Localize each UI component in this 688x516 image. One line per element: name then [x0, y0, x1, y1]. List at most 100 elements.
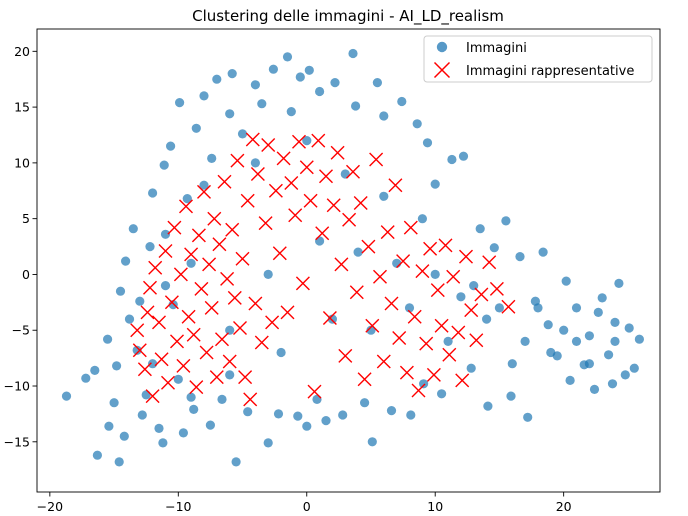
- point-immagini-1: [81, 373, 91, 383]
- point-rappresentative-42: [245, 132, 260, 147]
- point-rappresentative-48: [265, 315, 280, 330]
- point-immagini-72: [466, 363, 476, 373]
- point-rappresentative-96: [451, 325, 466, 340]
- point-rappresentative-10: [161, 375, 175, 390]
- point-rappresentative-57: [299, 160, 314, 175]
- point-rappresentative-55: [292, 134, 306, 149]
- point-immagini-15: [141, 390, 151, 400]
- point-immagini-78: [515, 252, 525, 262]
- point-rappresentative-0: [130, 323, 145, 338]
- point-rappresentative-73: [361, 239, 376, 254]
- point-rappresentative-79: [384, 296, 399, 311]
- point-rappresentative-16: [179, 199, 193, 214]
- point-rappresentative-90: [426, 367, 441, 382]
- point-immagini-52: [315, 86, 325, 97]
- point-rappresentative-43: [248, 296, 263, 311]
- point-rappresentative-98: [459, 249, 473, 264]
- point-immagini-56: [348, 48, 358, 59]
- point-immagini-22: [166, 141, 176, 151]
- point-immagini-41: [257, 99, 267, 109]
- point-immagini-37: [231, 457, 241, 467]
- point-immagini-7: [112, 361, 122, 371]
- point-rappresentative-97: [455, 373, 470, 388]
- point-rappresentative-93: [438, 238, 453, 253]
- point-rappresentative-95: [446, 269, 461, 284]
- point-immagini-100: [90, 365, 100, 375]
- point-rappresentative-91: [430, 283, 445, 298]
- legend-box: [423, 35, 653, 83]
- point-immagini-130: [430, 269, 440, 279]
- y-tick-label: 0: [22, 267, 30, 282]
- point-immagini-43: [268, 64, 278, 74]
- point-rappresentative-15: [176, 358, 191, 373]
- point-rappresentative-75: [369, 152, 384, 167]
- point-rappresentative-26: [204, 300, 219, 315]
- point-immagini-106: [366, 325, 376, 335]
- point-rappresentative-67: [338, 348, 353, 363]
- point-immagini-65: [412, 119, 422, 129]
- point-rappresentative-83: [399, 365, 414, 380]
- point-rappresentative-51: [276, 151, 291, 166]
- point-immagini-19: [158, 438, 168, 448]
- point-rappresentative-61: [315, 226, 330, 241]
- point-immagini-113: [533, 303, 543, 313]
- point-immagini-30: [199, 91, 209, 101]
- point-immagini-12: [128, 224, 138, 234]
- point-immagini-28: [189, 404, 199, 414]
- point-immagini-59: [367, 437, 377, 447]
- point-rappresentative-14: [173, 267, 188, 282]
- point-rappresentative-22: [194, 281, 209, 296]
- point-immagini-32: [207, 153, 217, 163]
- point-rappresentative-29: [212, 237, 227, 252]
- point-immagini-21: [160, 229, 171, 239]
- point-immagini-84: [561, 276, 571, 286]
- point-immagini-33: [212, 74, 222, 84]
- point-rappresentative-81: [392, 331, 407, 345]
- point-immagini-64: [406, 410, 416, 420]
- point-immagini-34: [217, 394, 227, 404]
- point-immagini-77: [506, 391, 516, 401]
- point-immagini-0: [61, 391, 72, 401]
- point-rappresentative-5: [145, 389, 160, 404]
- point-immagini-81: [538, 247, 548, 257]
- point-immagini-126: [276, 347, 286, 358]
- point-immagini-26: [178, 428, 188, 438]
- point-immagini-104: [263, 269, 273, 279]
- point-rappresentative-100: [469, 333, 484, 348]
- point-rappresentative-37: [233, 321, 247, 335]
- legend: Immagini Immagini rappresentative: [423, 35, 653, 83]
- point-immagini-103: [225, 325, 235, 335]
- point-immagini-89: [589, 384, 600, 394]
- plot-area: [37, 29, 660, 492]
- point-rappresentative-72: [357, 372, 372, 387]
- point-immagini-51: [312, 394, 322, 404]
- point-rappresentative-62: [319, 169, 333, 184]
- point-rappresentative-36: [230, 153, 245, 168]
- point-rappresentative-35: [227, 290, 242, 305]
- point-rappresentative-99: [464, 303, 479, 318]
- point-immagini-54: [330, 78, 340, 88]
- point-immagini-68: [430, 179, 440, 189]
- x-tick-label: 10: [427, 499, 443, 514]
- point-rappresentative-46: [258, 216, 273, 231]
- point-immagini-73: [475, 224, 485, 234]
- point-immagini-27: [182, 194, 192, 204]
- point-immagini-2: [92, 450, 102, 460]
- point-rappresentative-27: [207, 211, 222, 226]
- point-rappresentative-4: [143, 280, 157, 295]
- point-immagini-121: [199, 180, 209, 190]
- point-immagini-86: [571, 303, 582, 313]
- point-immagini-128: [353, 247, 363, 257]
- point-immagini-131: [469, 281, 479, 291]
- x-tick-label: 0: [303, 499, 311, 514]
- point-immagini-108: [443, 336, 453, 346]
- point-rappresentative-7: [152, 315, 166, 330]
- point-rappresentative-88: [419, 336, 434, 351]
- point-immagini-93: [614, 278, 624, 288]
- point-rappresentative-25: [202, 257, 217, 272]
- point-rappresentative-47: [261, 138, 276, 152]
- point-immagini-45: [282, 52, 293, 62]
- point-immagini-120: [250, 158, 260, 168]
- point-rappresentative-58: [303, 193, 318, 208]
- point-immagini-95: [624, 323, 634, 333]
